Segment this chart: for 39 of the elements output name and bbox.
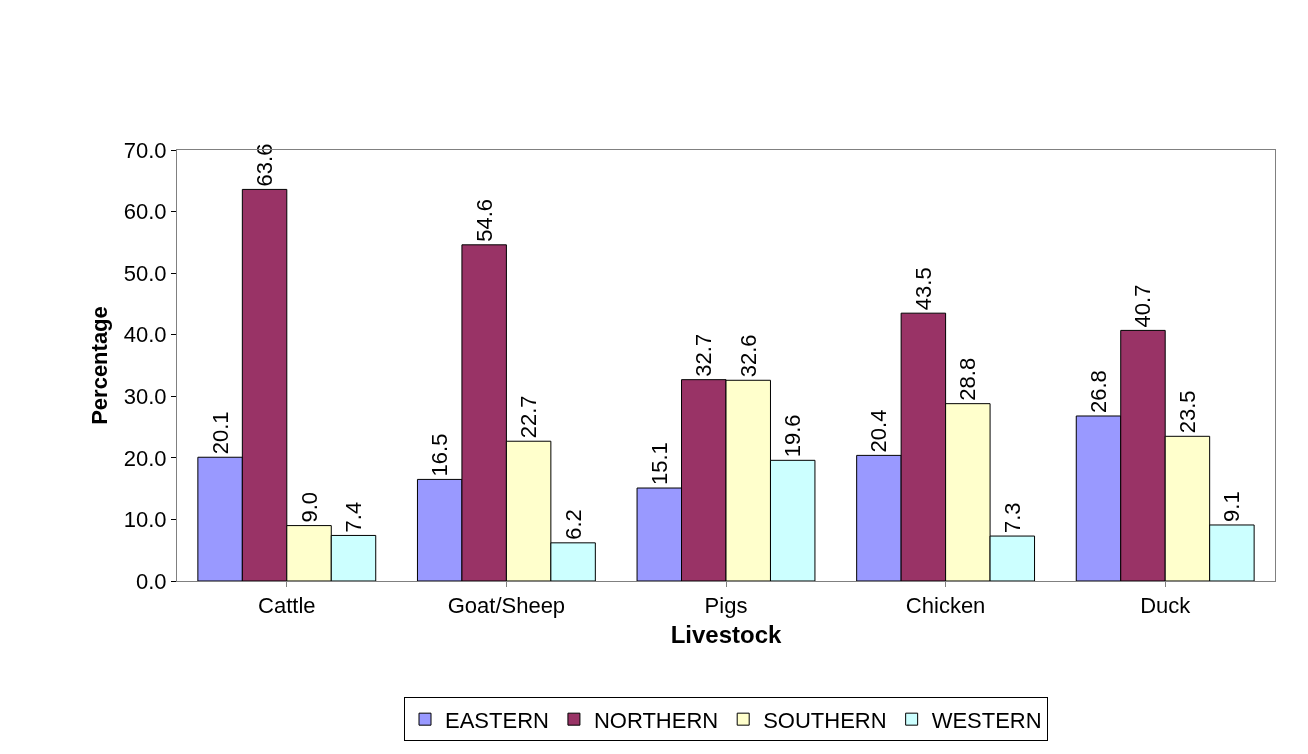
x-axis-title: Livestock	[670, 620, 783, 648]
y-tick-label: 50.0	[123, 260, 167, 286]
legend-label: NORTHERN	[593, 707, 719, 733]
data-label: 26.8	[1085, 370, 1111, 413]
y-tick-label: 30.0	[123, 383, 167, 409]
x-tick-label: Chicken	[905, 593, 986, 619]
data-label: 20.4	[866, 409, 892, 453]
data-label: 43.5	[910, 267, 936, 311]
data-label: 19.6	[780, 414, 806, 458]
data-label: 9.1	[1219, 491, 1245, 522]
y-tick-label: 70.0	[123, 137, 167, 163]
x-tick-label: Duck	[1140, 593, 1192, 619]
data-label: 7.3	[999, 502, 1025, 534]
data-label: 63.6	[252, 143, 278, 187]
y-tick-label: 10.0	[123, 507, 167, 533]
legend-label: SOUTHERN	[763, 707, 887, 733]
data-label: 32.6	[735, 334, 761, 378]
data-label: 23.5	[1174, 390, 1200, 434]
data-label: 32.7	[691, 333, 717, 377]
data-label: 20.1	[207, 411, 233, 455]
x-tick-label: Pigs	[704, 593, 748, 619]
data-label: 6.2	[560, 509, 586, 540]
data-label: 9.0	[296, 492, 322, 523]
data-label: 22.7	[516, 395, 542, 439]
x-tick-label: Cattle	[258, 593, 316, 619]
y-tick-label: 0.0	[136, 568, 167, 594]
y-tick-label: 40.0	[123, 322, 167, 348]
legend-label: EASTERN	[445, 707, 549, 733]
data-label: 16.5	[427, 433, 453, 477]
data-label: 28.8	[955, 357, 981, 401]
data-label: 40.7	[1130, 284, 1156, 328]
x-tick-label: Goat/Sheep	[447, 593, 566, 619]
y-axis-title: Percentage	[86, 306, 112, 425]
y-tick-label: 20.0	[123, 445, 167, 471]
legend-label: WESTERN	[931, 707, 1042, 733]
data-label: 7.4	[341, 501, 367, 533]
y-tick-label: 60.0	[123, 199, 167, 225]
data-label: 54.6	[471, 198, 497, 242]
data-label: 15.1	[646, 442, 672, 486]
